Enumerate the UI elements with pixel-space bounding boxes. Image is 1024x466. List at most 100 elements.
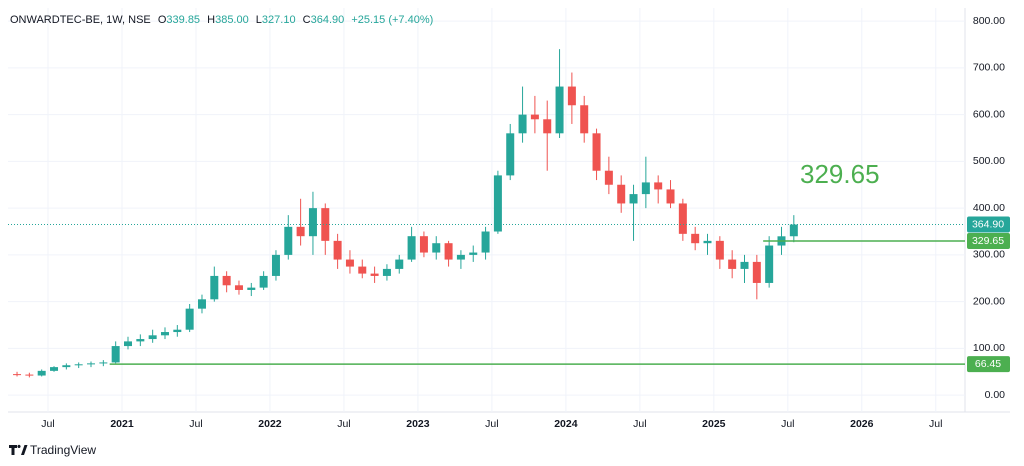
x-tick-label: 2022	[258, 418, 282, 430]
level-price-label: 329.65	[972, 235, 1004, 247]
level-annotation: 329.65	[800, 159, 880, 189]
last-price-label: 364.90	[972, 218, 1004, 230]
candle-body	[580, 105, 589, 134]
high-value: 385.00	[215, 14, 249, 26]
candle-body	[13, 374, 22, 376]
candle-body	[641, 182, 650, 195]
high-key: H	[207, 14, 215, 26]
candle-body	[124, 341, 132, 347]
brand-name: TradingView	[30, 443, 96, 457]
candle-body	[333, 240, 342, 260]
close-value: 364.90	[311, 14, 345, 26]
candle-body	[518, 114, 527, 134]
candle-body	[740, 261, 749, 269]
change: +25.15 (+7.40%)	[351, 14, 433, 26]
legend-header: ONWARDTEC-BE, 1W, NSE O339.85 H385.00 L3…	[10, 14, 433, 26]
candle-body	[592, 133, 601, 171]
candle-body	[469, 252, 478, 255]
candle-body	[789, 224, 798, 237]
candle-body	[555, 86, 564, 134]
x-tick-label: Jul	[485, 418, 498, 430]
candle-body	[604, 170, 613, 185]
candle-body	[222, 275, 231, 286]
candle-body	[50, 367, 59, 371]
candle-body	[210, 275, 219, 300]
candle-body	[444, 243, 453, 260]
candle-body	[530, 114, 539, 120]
candle-body	[37, 370, 46, 376]
level-price-label: 66.45	[975, 358, 1001, 370]
brand-logo	[9, 444, 28, 455]
y-tick-label: 800.00	[973, 15, 1005, 27]
candle-body	[321, 208, 330, 241]
level-price-box	[967, 356, 1010, 373]
candle-body	[136, 339, 145, 342]
brand[interactable]: TradingView	[9, 443, 96, 457]
x-tick-label: Jul	[929, 418, 942, 430]
candle-body	[99, 362, 108, 364]
candle-body	[395, 259, 404, 269]
candle-body	[370, 273, 379, 276]
candle-body	[678, 203, 687, 234]
candle-body	[284, 226, 293, 255]
low-value: 327.10	[262, 14, 296, 26]
symbol: ONWARDTEC-BE, 1W, NSE	[10, 14, 151, 26]
candle-body	[25, 374, 34, 376]
candle-body	[481, 231, 490, 253]
x-tick-label: 2023	[406, 418, 430, 430]
candle-body	[691, 233, 700, 244]
y-tick-label: 300.00	[973, 249, 1005, 261]
x-tick-label: Jul	[189, 418, 202, 430]
y-tick-label: 400.00	[973, 202, 1005, 214]
y-tick-label: 700.00	[973, 62, 1005, 74]
close-key: C	[303, 14, 311, 26]
candle-body	[567, 86, 576, 106]
x-tick-label: 2024	[554, 418, 578, 430]
candle-body	[382, 268, 391, 276]
candle-body	[62, 365, 71, 368]
candle-body	[666, 189, 675, 204]
candle-body	[173, 329, 182, 333]
x-tick-label: Jul	[781, 418, 794, 430]
candle-body	[234, 285, 243, 290]
x-tick-label: Jul	[41, 418, 54, 430]
candle-body	[456, 254, 465, 260]
candle-body	[358, 266, 367, 274]
plot	[8, 49, 965, 378]
low-key: L	[256, 14, 262, 26]
candle-body	[259, 275, 268, 288]
y-tick-label: 0.00	[985, 389, 1006, 401]
candle-body	[752, 261, 761, 283]
candle-body	[419, 236, 428, 253]
y-tick-label: 100.00	[973, 342, 1005, 354]
candle-body	[74, 364, 83, 366]
grid	[8, 8, 965, 412]
candle-body	[506, 133, 515, 176]
candle-body	[160, 332, 169, 336]
candle-body	[185, 308, 194, 330]
candle-body	[111, 346, 120, 363]
open-value: 339.85	[166, 14, 200, 26]
y-tick-label: 600.00	[973, 108, 1005, 120]
candle-body	[543, 119, 552, 134]
candle-body	[271, 254, 280, 276]
candle-body	[728, 259, 737, 269]
candle-body	[654, 182, 663, 190]
y-tick-label: 500.00	[973, 155, 1005, 167]
candle-body	[703, 240, 712, 244]
candle-body	[493, 175, 502, 232]
candle-body	[345, 259, 354, 267]
x-tick-label: 2021	[110, 418, 134, 430]
candle-body	[765, 245, 774, 283]
candle-body	[247, 287, 256, 290]
candle-body	[296, 226, 305, 237]
y-tick-label: 200.00	[973, 295, 1005, 307]
x-tick-label: Jul	[337, 418, 350, 430]
open-key: O	[158, 14, 167, 26]
candle-body	[407, 236, 416, 260]
candle-body	[148, 335, 157, 340]
candle-body	[629, 194, 638, 204]
